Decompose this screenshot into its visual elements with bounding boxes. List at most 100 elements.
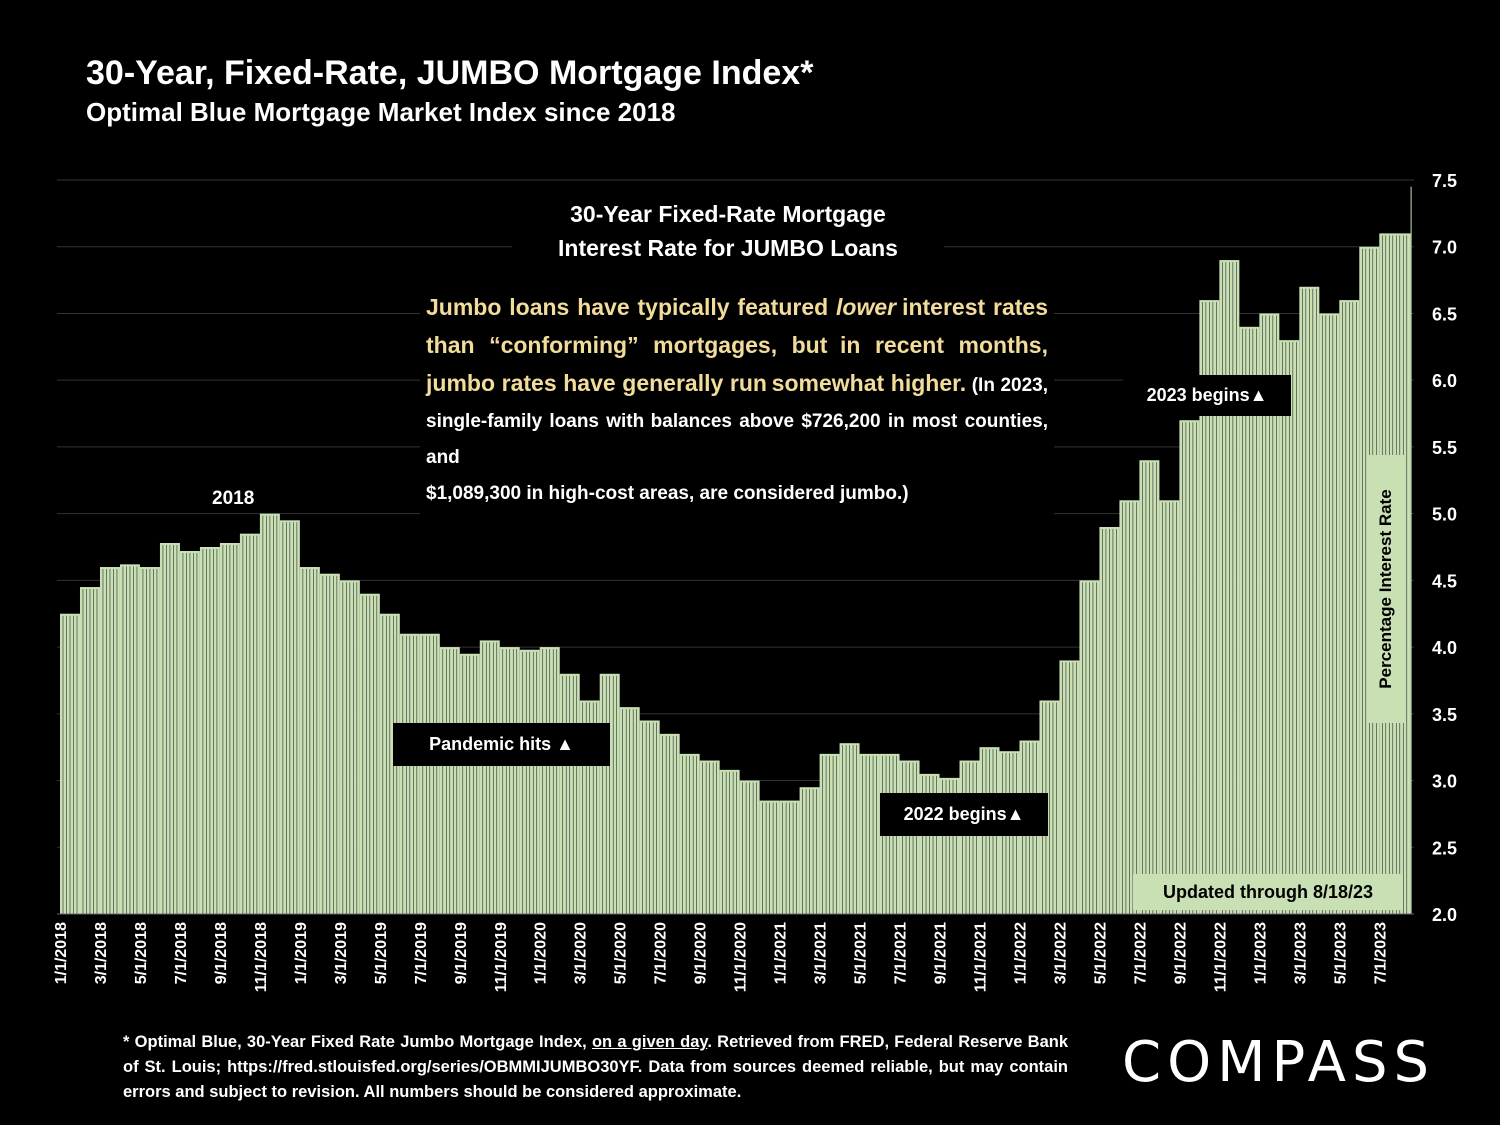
x-tick-label: 1/1/2022	[1012, 922, 1029, 984]
y-tick-label: 2.0	[1432, 905, 1457, 925]
x-tick-label: 7/1/2019	[413, 922, 430, 984]
footnote-underlined: on a given day	[591, 1033, 708, 1051]
x-tick-label: 1/1/2023	[1252, 922, 1269, 984]
data-bar	[1059, 660, 1080, 914]
data-bar	[1119, 500, 1140, 914]
data-bar	[1239, 326, 1260, 914]
y-tick-label: 5.0	[1432, 505, 1457, 525]
page-subtitle: Optimal Blue Mortgage Market Index since…	[86, 97, 676, 127]
data-bar	[159, 542, 180, 914]
data-bar	[439, 647, 460, 914]
data-bar	[1139, 460, 1160, 914]
data-bar	[959, 760, 980, 914]
data-bar	[799, 787, 820, 914]
chart-heading: 30-Year Fixed-Rate Mortgage Interest Rat…	[512, 195, 944, 267]
data-bar	[239, 533, 260, 914]
x-tick-label: 11/1/2018	[253, 922, 270, 992]
data-bar	[819, 753, 840, 914]
data-bar	[839, 743, 860, 914]
y-tick-label: 4.5	[1432, 571, 1457, 591]
y-tick-label: 7.5	[1432, 171, 1457, 191]
note-line6: $1,089,300 in high-cost areas, are consi…	[426, 483, 909, 504]
page-title: 30-Year, Fixed-Rate, JUMBO Mortgage Inde…	[86, 54, 814, 92]
footnote: * Optimal Blue, 30-Year Fixed Rate Jumbo…	[123, 1030, 1068, 1105]
data-bar	[1079, 580, 1100, 914]
data-bar	[459, 653, 480, 914]
data-bar	[1319, 313, 1340, 914]
y-tick-label: 5.5	[1432, 438, 1457, 458]
x-tick-label: 7/1/2020	[653, 922, 670, 984]
annotation-2022-begins: 2022 begins▲	[880, 793, 1048, 836]
data-bar	[479, 640, 500, 914]
chart-heading-line2: Interest Rate for JUMBO Loans	[558, 235, 898, 261]
y-tick-label: 7.0	[1432, 238, 1457, 258]
x-tick-label: 11/1/2021	[973, 922, 990, 992]
data-bar	[119, 564, 140, 914]
x-tick-label: 5/1/2018	[133, 922, 150, 984]
x-tick-label: 3/1/2018	[93, 922, 110, 984]
data-bar	[1099, 526, 1120, 914]
data-bar	[1339, 300, 1360, 914]
x-tick-label: 9/1/2021	[933, 922, 950, 984]
x-tick-label: 5/1/2021	[853, 922, 870, 984]
y-tick-label: 3.5	[1432, 705, 1457, 725]
updated-badge: Updated through 8/18/23	[1133, 874, 1403, 910]
data-bar	[139, 567, 160, 914]
x-tick-label: 3/1/2019	[333, 922, 350, 984]
x-tick-label: 3/1/2022	[1052, 922, 1069, 984]
label-2018: 2018	[212, 488, 255, 509]
note-line4: (In 2023, single-family loans with	[426, 375, 1048, 432]
x-tick-label: 1/1/2021	[773, 922, 790, 984]
data-bar	[859, 753, 880, 914]
data-bar	[1299, 286, 1320, 914]
data-bar	[379, 613, 400, 914]
data-bar	[1179, 420, 1200, 914]
data-bar	[619, 707, 640, 914]
x-axis-ticks: 1/1/2018 3/1/2018 5/1/2018 7/1/2018 9/1/2018…	[53, 922, 1389, 992]
x-tick-label: 9/1/2022	[1172, 922, 1189, 984]
note-line2: interest rates than “conforming” mortgag…	[426, 294, 1049, 358]
data-bar	[599, 673, 620, 914]
y-tick-label: 6.0	[1432, 371, 1457, 391]
compass-logo: COMPASS	[1122, 1030, 1436, 1095]
data-bar	[719, 769, 740, 914]
x-tick-label: 9/1/2020	[693, 922, 710, 984]
x-tick-label: 9/1/2018	[213, 922, 230, 984]
y-tick-label: 3.0	[1432, 772, 1457, 792]
data-bar	[179, 551, 200, 914]
y-tick-label: 4.0	[1432, 638, 1457, 658]
y-tick-label: 2.5	[1432, 838, 1457, 858]
x-tick-label: 7/1/2018	[173, 922, 190, 984]
y-tick-label: 6.5	[1432, 304, 1457, 324]
data-bar	[1159, 500, 1180, 914]
x-tick-label: 3/1/2021	[813, 922, 830, 984]
data-bar	[279, 520, 300, 914]
data-bar	[219, 542, 240, 914]
x-tick-label: 7/1/2021	[893, 922, 910, 984]
data-bar	[259, 513, 280, 914]
data-bar	[559, 673, 580, 914]
x-tick-label: 7/1/2023	[1372, 922, 1389, 984]
x-tick-label: 5/1/2022	[1092, 922, 1109, 984]
data-bar	[79, 587, 100, 914]
commentary-note: Jumbo loans have typically featured lowe…	[420, 286, 1054, 515]
data-bar	[1219, 260, 1240, 914]
data-bar	[399, 633, 420, 914]
data-bar	[419, 633, 440, 914]
data-bar	[699, 760, 720, 914]
data-bar	[60, 613, 80, 914]
x-tick-label: 5/1/2019	[373, 922, 390, 984]
data-bar	[779, 800, 800, 914]
data-bar	[299, 567, 320, 914]
x-tick-label: 3/1/2020	[573, 922, 590, 984]
y-axis-label-box: Percentage Interest Rate	[1368, 455, 1404, 723]
note-lower: lower	[836, 294, 897, 320]
data-bar	[499, 647, 520, 914]
y-axis-label: Percentage Interest Rate	[1376, 489, 1395, 689]
pandemic-annotation: Pandemic hits ▲	[393, 723, 610, 766]
data-bar	[899, 760, 920, 914]
data-bar	[539, 647, 560, 914]
data-bar	[99, 567, 120, 914]
x-tick-label: 1/1/2018	[53, 922, 70, 984]
data-bar	[1039, 700, 1060, 914]
